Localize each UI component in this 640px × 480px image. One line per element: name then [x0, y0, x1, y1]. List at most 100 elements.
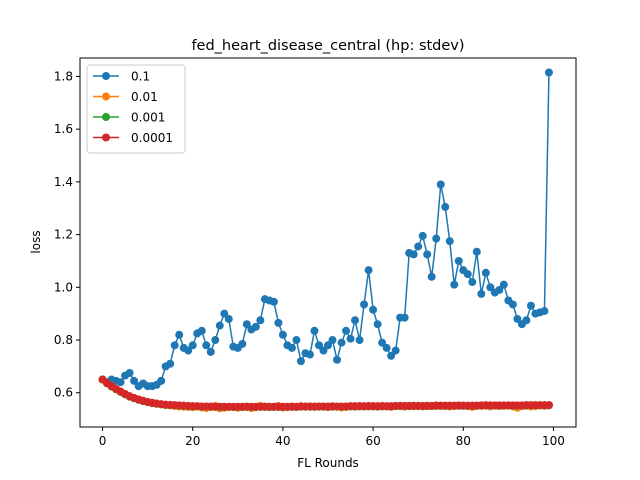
data-point	[544, 401, 553, 410]
data-point	[468, 278, 477, 287]
data-point	[170, 341, 179, 350]
data-point	[310, 326, 319, 335]
data-point	[197, 326, 206, 335]
y-tick-label: 1.8	[54, 69, 73, 83]
y-tick-label: 1.6	[54, 122, 73, 136]
data-point	[544, 68, 553, 77]
data-point	[472, 247, 481, 256]
data-point	[450, 280, 459, 289]
data-point	[355, 336, 364, 345]
data-point	[292, 336, 301, 345]
data-point	[220, 309, 229, 318]
data-point	[296, 357, 305, 366]
y-tick-label: 1.2	[54, 228, 73, 242]
legend-marker	[102, 133, 110, 142]
data-point	[432, 234, 441, 243]
data-point	[125, 368, 134, 377]
data-point	[211, 336, 220, 345]
data-point	[242, 320, 251, 329]
y-axis-label: loss	[29, 230, 43, 253]
data-point	[116, 378, 125, 387]
data-point	[274, 318, 283, 327]
data-point	[224, 314, 233, 323]
data-point	[369, 305, 378, 314]
legend-label: 0.1	[131, 70, 150, 84]
data-point	[287, 343, 296, 352]
legend-item: 0.001	[93, 111, 165, 125]
y-tick-label: 1.4	[54, 175, 73, 189]
y-tick-label: 1.0	[54, 280, 73, 294]
legend-marker	[102, 72, 110, 80]
data-point	[251, 322, 260, 331]
legend: 0.1 0.01 0.001 0.0001	[86, 64, 186, 154]
x-tick-label: 60	[365, 434, 380, 448]
x-tick-label: 20	[185, 434, 200, 448]
data-point	[157, 376, 166, 385]
legend-marker	[102, 92, 110, 101]
data-point	[526, 301, 535, 310]
data-point	[324, 341, 332, 350]
x-tick-label: 80	[456, 434, 471, 448]
data-point	[427, 272, 436, 281]
data-point	[445, 237, 454, 246]
data-point	[319, 346, 328, 355]
data-point	[436, 180, 445, 189]
plot-area	[98, 68, 553, 413]
data-point	[486, 283, 495, 292]
y-tick-label: 0.8	[54, 333, 73, 347]
x-tick-label: 40	[275, 434, 290, 448]
data-point	[513, 314, 522, 323]
data-point	[314, 341, 323, 350]
data-point	[166, 359, 175, 368]
legend-item: 0.01	[93, 90, 158, 104]
data-point	[346, 334, 355, 343]
data-point	[418, 231, 427, 240]
data-point	[202, 341, 211, 350]
legend-label: 0.0001	[131, 131, 173, 145]
data-point	[373, 320, 382, 329]
legend-item: 0.0001	[93, 131, 173, 145]
data-point	[391, 346, 400, 355]
y-tick-label: 0.6	[54, 386, 73, 400]
data-point	[522, 316, 531, 325]
data-point	[540, 307, 549, 316]
data-point	[256, 316, 265, 325]
x-tick-label: 100	[542, 434, 565, 448]
data-point	[508, 300, 517, 309]
x-tick-label: 0	[99, 434, 107, 448]
data-point	[206, 347, 215, 356]
data-point	[400, 313, 409, 322]
axes: 0 20 40 60 80 100 0.6 0.8 1.0 1.2 1.4 1.6 1.8	[54, 57, 577, 448]
data-point	[423, 250, 432, 259]
data-point	[188, 341, 197, 350]
data-point	[305, 350, 314, 359]
data-point	[130, 376, 139, 385]
data-point	[215, 321, 224, 330]
data-point	[477, 289, 486, 298]
series-3	[98, 375, 553, 411]
data-point	[328, 336, 337, 345]
data-point	[414, 242, 423, 251]
data-point	[351, 316, 360, 325]
legend-label: 0.01	[131, 90, 158, 104]
data-point	[499, 280, 508, 289]
data-point	[454, 256, 463, 265]
data-point	[364, 266, 373, 275]
data-point	[481, 268, 490, 277]
data-point	[175, 330, 184, 339]
data-point	[387, 351, 396, 360]
data-point	[337, 338, 346, 347]
legend-marker	[102, 113, 110, 121]
chart-title: fed_heart_disease_central (hp: stdev)	[191, 38, 464, 54]
data-point	[382, 343, 391, 352]
data-point	[333, 355, 342, 364]
data-point	[409, 250, 418, 259]
data-point	[378, 338, 387, 347]
axes-frame	[79, 57, 577, 428]
data-point	[441, 202, 450, 211]
legend-box	[86, 64, 186, 154]
legend-item: 0.1	[93, 70, 150, 84]
data-point	[360, 300, 369, 309]
series-0	[98, 68, 553, 391]
